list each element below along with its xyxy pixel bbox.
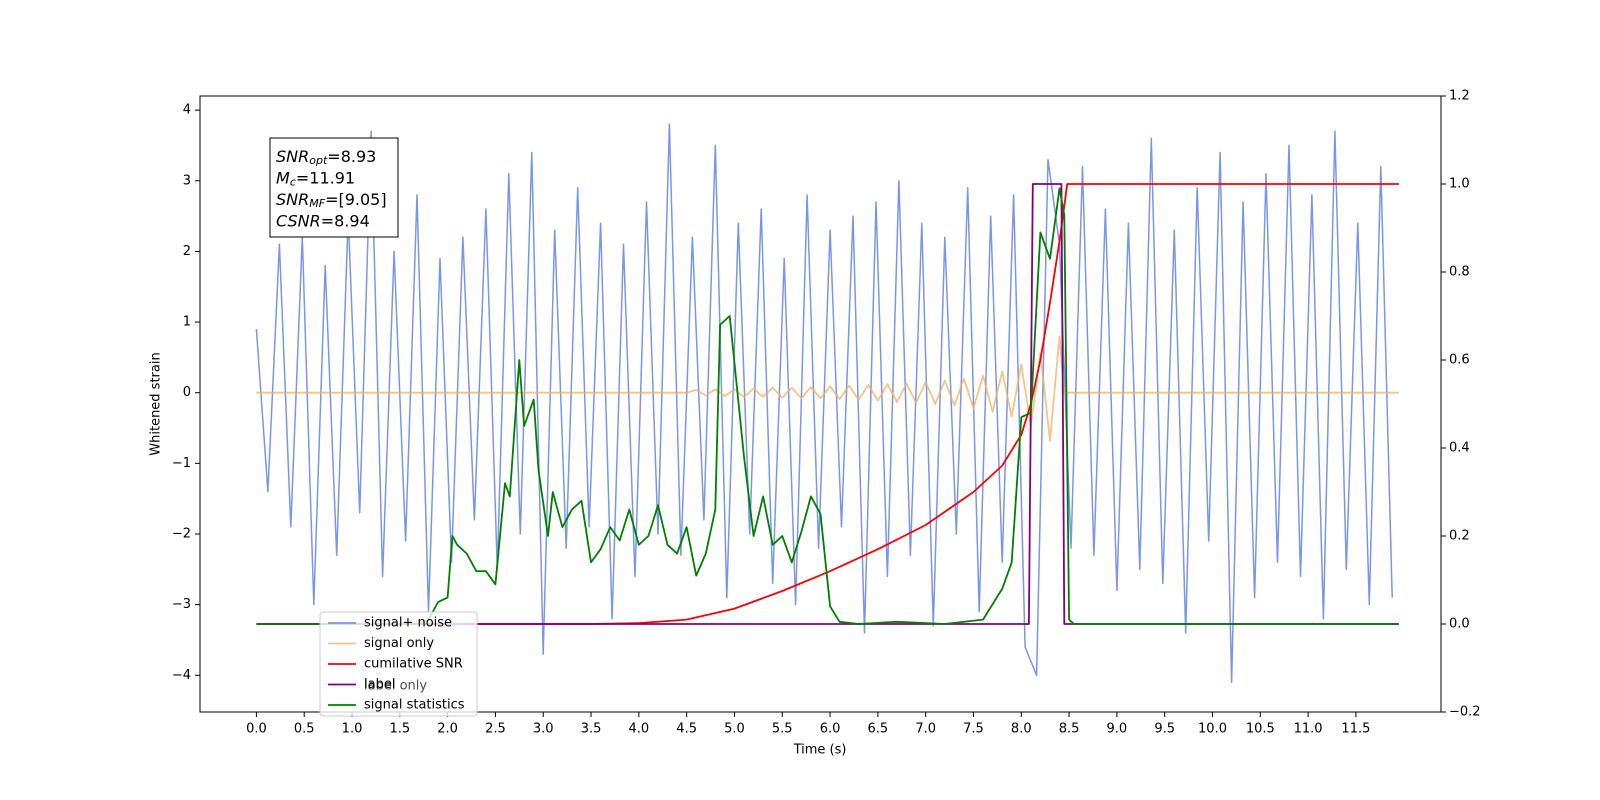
legend-label: signal+ noise — [364, 616, 452, 631]
x-tick-label: 8.0 — [1011, 722, 1032, 737]
y-tick-label: −2 — [172, 526, 191, 541]
x-tick-label: 3.0 — [533, 722, 554, 737]
annotation-name: CSNR — [276, 211, 321, 230]
x-axis-label: Time (s) — [793, 743, 847, 758]
y2-tick-label: −0.2 — [1449, 705, 1481, 720]
annotation-text: SNRMF=[9.05] — [276, 190, 387, 211]
x-tick-label: 10.5 — [1246, 722, 1275, 737]
legend-label: label — [364, 677, 395, 692]
series-line — [256, 183, 1399, 625]
x-tick-label: 4.5 — [676, 722, 697, 737]
legend-label: signal only — [364, 636, 434, 651]
series-line — [256, 183, 1399, 625]
x-tick-label: 11.5 — [1341, 722, 1370, 737]
x-tick-label: 0.5 — [294, 722, 315, 737]
x-tick-label: 7.0 — [915, 722, 936, 737]
x-tick-label: 3.5 — [581, 722, 602, 737]
legend-label: cumilative SNR — [364, 657, 463, 672]
annotation-name: SNR — [276, 147, 309, 166]
y-tick-label: −4 — [172, 668, 191, 683]
legend-ghost-label: label only — [364, 679, 427, 694]
y-tick-label: −1 — [172, 456, 191, 471]
series-line — [256, 335, 1399, 442]
annotation-frame — [269, 137, 399, 238]
plot-frame — [199, 95, 1442, 713]
y2-tick-label: 1.2 — [1449, 89, 1470, 104]
legend-frame — [319, 611, 478, 717]
x-tick-label: 10.0 — [1198, 722, 1227, 737]
y2-tick-label: 1.0 — [1449, 177, 1470, 192]
x-tick-label: 8.5 — [1059, 722, 1080, 737]
y2-tick-label: 0.0 — [1449, 617, 1470, 632]
x-tick-label: 5.0 — [724, 722, 745, 737]
y-axis-label: Whitened strain — [149, 352, 164, 455]
annotation-value: =8.94 — [321, 211, 370, 230]
y-tick-label: 2 — [183, 244, 191, 259]
y2-tick-label: 0.4 — [1449, 441, 1470, 456]
annotation-name: M — [276, 168, 290, 187]
x-tick-label: 4.0 — [628, 722, 649, 737]
y2-tick-label: 0.8 — [1449, 265, 1470, 280]
annotation-sub: c — [290, 176, 296, 189]
annotation-text: Mc=11.91 — [276, 168, 355, 189]
x-tick-label: 6.0 — [820, 722, 841, 737]
x-tick-label: 9.0 — [1107, 722, 1128, 737]
annotation-sub: MF — [309, 197, 325, 210]
annotation-sub: opt — [309, 154, 328, 167]
y-tick-label: 0 — [183, 385, 191, 400]
y2-tick-label: 0.2 — [1449, 529, 1470, 544]
y-tick-label: 1 — [183, 315, 191, 330]
annotation-value: =11.91 — [296, 168, 355, 187]
x-tick-label: 11.0 — [1294, 722, 1323, 737]
x-tick-label: 1.5 — [389, 722, 410, 737]
legend-label: signal statistics — [364, 698, 465, 713]
x-tick-label: 0.0 — [246, 722, 267, 737]
y2-tick-label: 0.6 — [1449, 353, 1470, 368]
y-tick-label: 3 — [183, 173, 191, 188]
series-line — [256, 187, 1399, 625]
x-tick-label: 1.0 — [342, 722, 363, 737]
x-tick-label: 2.5 — [485, 722, 506, 737]
annotation-text: SNRopt=8.93 — [276, 147, 376, 168]
series-line — [255, 123, 1393, 684]
y-tick-label: 4 — [183, 103, 191, 118]
x-tick-label: 5.5 — [772, 722, 793, 737]
x-tick-label: 9.5 — [1154, 722, 1175, 737]
y-tick-label: −3 — [172, 597, 191, 612]
x-tick-label: 7.5 — [963, 722, 984, 737]
annotation-value: =[9.05] — [325, 190, 387, 209]
annotation-name: SNR — [276, 190, 309, 209]
annotation-value: =8.93 — [327, 147, 376, 166]
annotation-text: CSNR=8.94 — [276, 211, 370, 230]
legend: signal+ noise signal only cumilative SNR la… — [319, 611, 478, 717]
x-tick-label: 6.5 — [868, 722, 889, 737]
x-tick-label: 2.0 — [437, 722, 458, 737]
